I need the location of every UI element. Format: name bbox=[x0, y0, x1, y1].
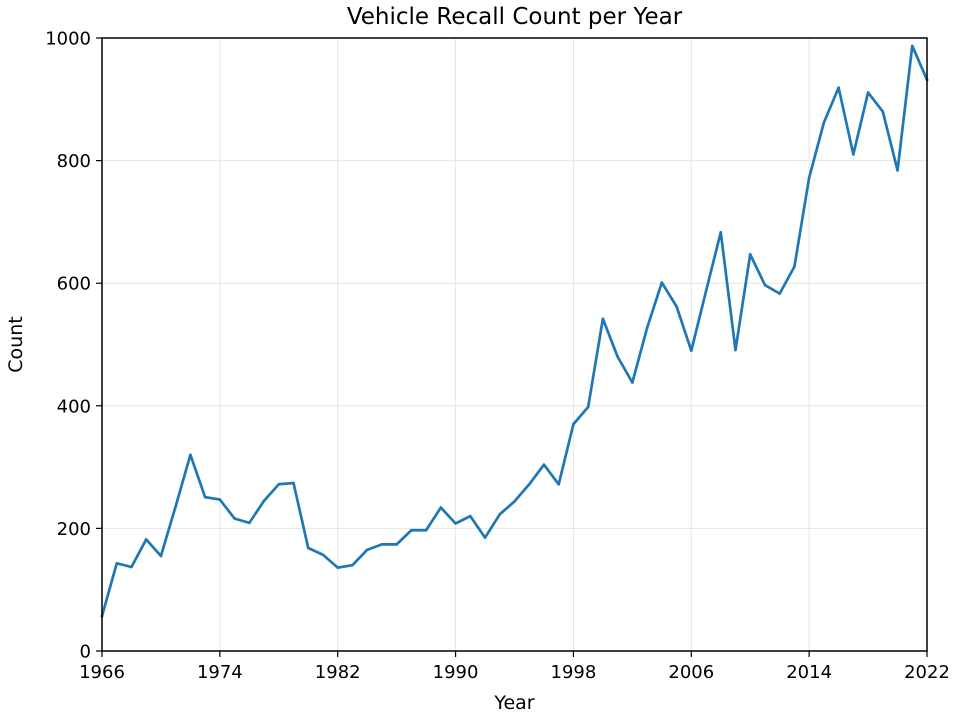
data-point bbox=[233, 517, 236, 520]
data-point bbox=[734, 348, 737, 352]
data-point bbox=[896, 169, 899, 172]
x-tick-label: 2022 bbox=[904, 662, 950, 683]
y-tick-label: 200 bbox=[57, 519, 91, 540]
y-axis-label: Count bbox=[5, 316, 27, 372]
x-tick-label: 2014 bbox=[786, 662, 832, 683]
data-point bbox=[336, 566, 340, 569]
x-axis: 1966 1974 1982 1990 1998 2006 2014 2022 bbox=[79, 651, 950, 683]
data-point bbox=[174, 505, 177, 508]
data-point bbox=[248, 521, 251, 525]
data-point bbox=[292, 481, 295, 485]
series-line bbox=[100, 44, 929, 618]
data-point bbox=[631, 381, 634, 384]
data-point bbox=[513, 500, 516, 503]
data-point bbox=[218, 498, 222, 501]
data-point bbox=[689, 349, 693, 352]
data-point bbox=[439, 506, 443, 509]
x-tick-label: 1966 bbox=[79, 662, 125, 683]
y-tick-label: 800 bbox=[57, 151, 91, 172]
data-point bbox=[793, 265, 796, 268]
data-point bbox=[321, 553, 325, 557]
data-point bbox=[454, 522, 457, 525]
data-point bbox=[719, 231, 723, 234]
data-point bbox=[557, 482, 560, 486]
y-tick-label: 600 bbox=[57, 274, 91, 295]
data-point bbox=[881, 110, 885, 113]
data-point bbox=[189, 453, 192, 457]
data-point bbox=[365, 548, 369, 552]
data-point bbox=[704, 289, 708, 293]
data-point bbox=[144, 538, 148, 541]
data-point bbox=[424, 528, 428, 532]
data-point bbox=[262, 499, 266, 503]
data-point bbox=[351, 563, 354, 567]
x-tick-label: 1974 bbox=[197, 662, 243, 683]
y-axis: 0 200 400 600 800 1000 bbox=[45, 29, 102, 663]
y-tick-label: 0 bbox=[80, 642, 91, 663]
data-point bbox=[130, 565, 133, 569]
data-point bbox=[410, 528, 413, 532]
x-tick-label: 1998 bbox=[551, 662, 597, 683]
data-point bbox=[469, 514, 472, 518]
x-tick-label: 2006 bbox=[668, 662, 714, 683]
data-point bbox=[675, 305, 678, 308]
data-point bbox=[527, 482, 531, 486]
data-point bbox=[660, 281, 664, 284]
y-tick-label: 400 bbox=[57, 396, 91, 417]
data-point bbox=[807, 176, 811, 180]
data-point bbox=[203, 495, 207, 499]
x-axis-label: Year bbox=[493, 692, 534, 714]
data-point bbox=[586, 405, 590, 409]
plot-frame bbox=[101, 37, 928, 652]
x-tick-label: 1982 bbox=[315, 662, 361, 683]
data-point bbox=[483, 536, 487, 539]
data-point bbox=[601, 317, 605, 321]
chart-title: Vehicle Recall Count per Year bbox=[347, 4, 683, 30]
data-point bbox=[277, 482, 281, 486]
data-point bbox=[306, 546, 310, 550]
data-point bbox=[572, 422, 575, 426]
data-point bbox=[115, 562, 119, 565]
data-point bbox=[763, 283, 767, 287]
data-point bbox=[645, 326, 649, 330]
data-point bbox=[822, 121, 826, 124]
data-point bbox=[748, 253, 752, 256]
data-point bbox=[778, 292, 781, 295]
data-point bbox=[159, 554, 163, 558]
data-point bbox=[498, 513, 502, 516]
data-point bbox=[866, 91, 870, 94]
plot-area bbox=[100, 44, 929, 618]
data-point bbox=[380, 543, 384, 546]
grid bbox=[101, 37, 928, 652]
data-point bbox=[852, 153, 855, 156]
x-tick-label: 1990 bbox=[433, 662, 479, 683]
data-point bbox=[395, 543, 398, 546]
data-point bbox=[616, 355, 619, 359]
data-point bbox=[837, 86, 840, 89]
y-tick-label: 1000 bbox=[45, 29, 91, 50]
data-point bbox=[542, 463, 546, 466]
data-point bbox=[910, 44, 914, 48]
